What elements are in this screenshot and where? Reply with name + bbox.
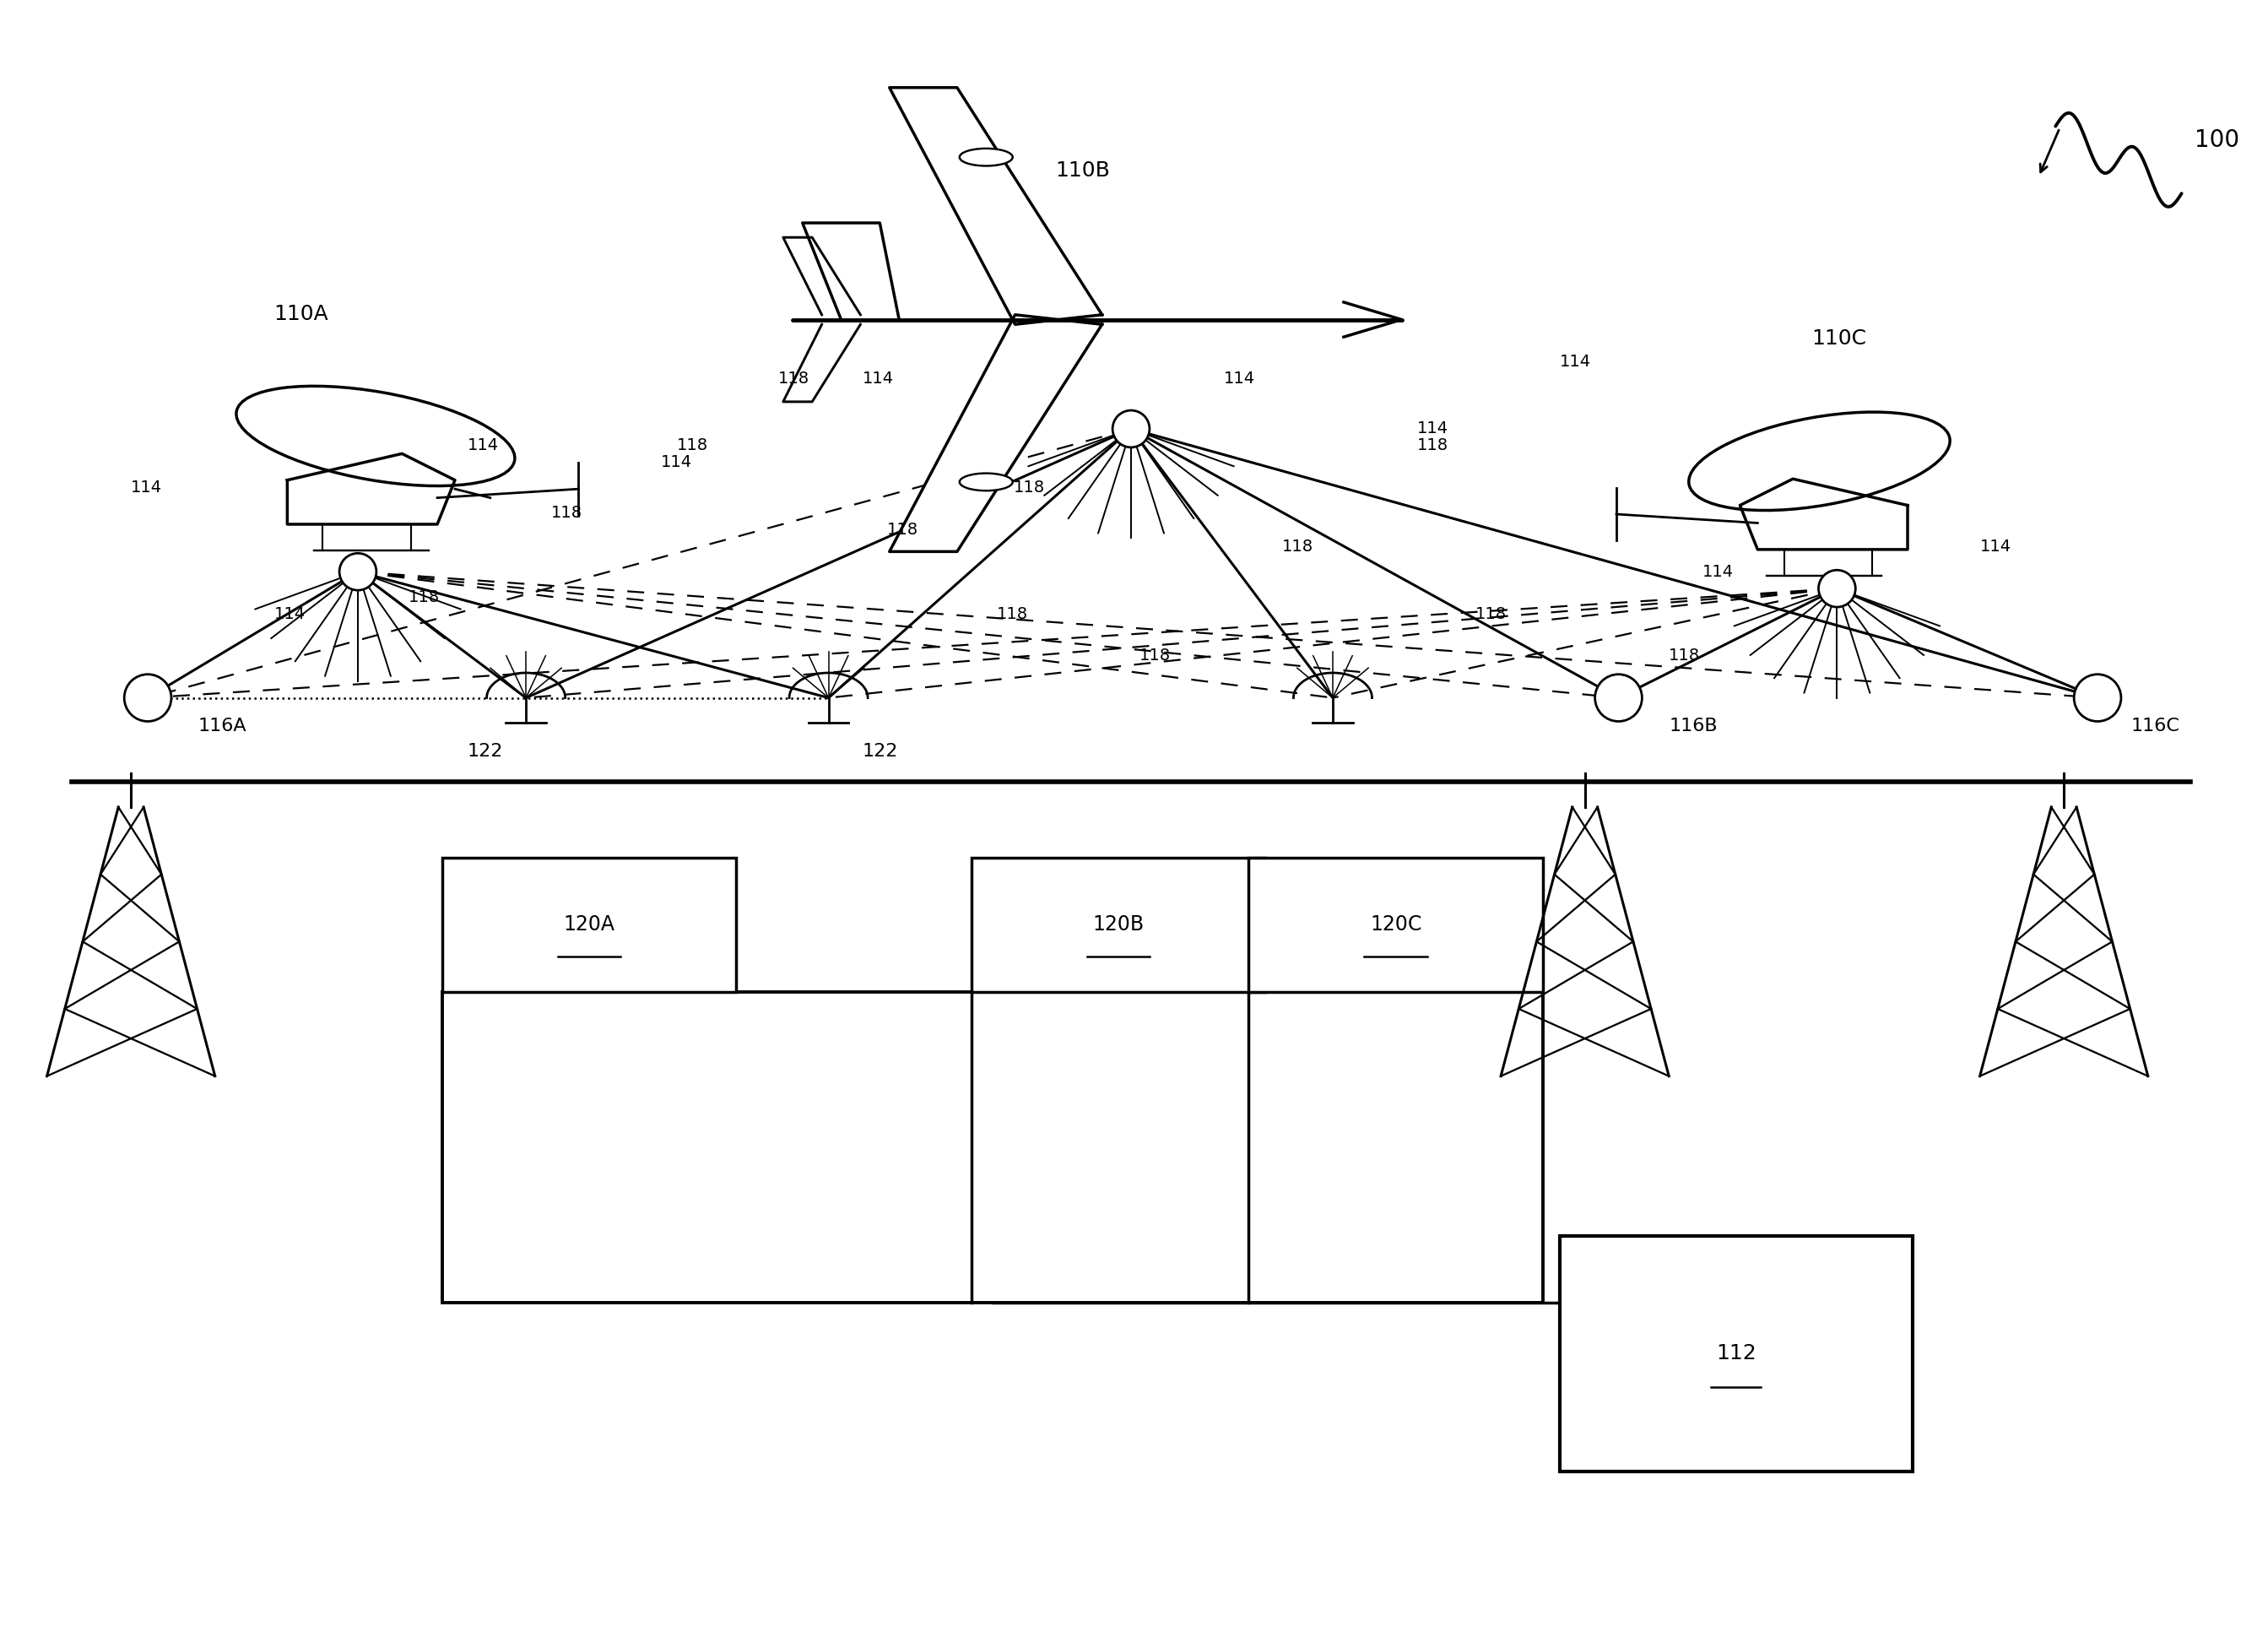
Circle shape (1594, 675, 1642, 722)
Text: 120A: 120A (562, 915, 615, 935)
Bar (1560, 1236, 1912, 1472)
Text: 114: 114 (467, 437, 499, 454)
Text: 118: 118 (1139, 647, 1170, 663)
Text: 118: 118 (887, 522, 919, 538)
Text: 118: 118 (1669, 647, 1701, 663)
Text: 114: 114 (660, 454, 692, 470)
Text: 110A: 110A (274, 304, 329, 324)
Circle shape (1114, 410, 1150, 447)
Bar (1250, 857, 1542, 992)
Text: 114: 114 (1222, 371, 1254, 387)
Circle shape (2073, 675, 2121, 722)
Ellipse shape (1690, 411, 1950, 511)
Text: 122: 122 (862, 743, 898, 759)
Text: 114: 114 (1560, 353, 1592, 369)
Text: 120C: 120C (1370, 915, 1422, 935)
Text: 114: 114 (274, 606, 306, 621)
Text: 114: 114 (1980, 538, 2012, 554)
Text: 114: 114 (132, 480, 163, 496)
Bar (971, 857, 1266, 992)
Text: 118: 118 (778, 371, 810, 387)
Text: 114: 114 (1418, 421, 1449, 437)
Text: 118: 118 (551, 506, 583, 520)
Polygon shape (889, 315, 1102, 551)
Circle shape (125, 675, 172, 722)
Polygon shape (803, 223, 898, 320)
Text: 114: 114 (1703, 564, 1733, 580)
Text: 118: 118 (996, 606, 1027, 621)
Text: 118: 118 (1418, 437, 1449, 454)
Polygon shape (1740, 480, 1907, 550)
Text: 118: 118 (408, 589, 440, 605)
Circle shape (340, 553, 376, 590)
Circle shape (1819, 571, 1855, 606)
Polygon shape (782, 237, 860, 315)
Ellipse shape (959, 473, 1014, 491)
Text: 116C: 116C (2132, 719, 2180, 735)
Ellipse shape (959, 148, 1014, 166)
Text: 118: 118 (678, 437, 708, 454)
Polygon shape (288, 454, 456, 524)
Bar (442, 857, 737, 992)
Text: 114: 114 (862, 371, 894, 387)
Ellipse shape (236, 385, 515, 486)
Text: 118: 118 (1476, 606, 1506, 621)
Text: 118: 118 (1014, 480, 1046, 496)
Polygon shape (889, 88, 1102, 325)
Text: 112: 112 (1717, 1343, 1755, 1364)
Polygon shape (782, 325, 860, 402)
Text: 100: 100 (2193, 128, 2239, 153)
Text: 116B: 116B (1669, 719, 1717, 735)
Text: 122: 122 (467, 743, 503, 759)
Text: 118: 118 (1281, 538, 1313, 554)
Text: 116A: 116A (197, 719, 247, 735)
Bar (442, 992, 1542, 1302)
Text: 120B: 120B (1093, 915, 1145, 935)
Text: 110B: 110B (1055, 161, 1109, 180)
Text: 110C: 110C (1812, 328, 1867, 350)
